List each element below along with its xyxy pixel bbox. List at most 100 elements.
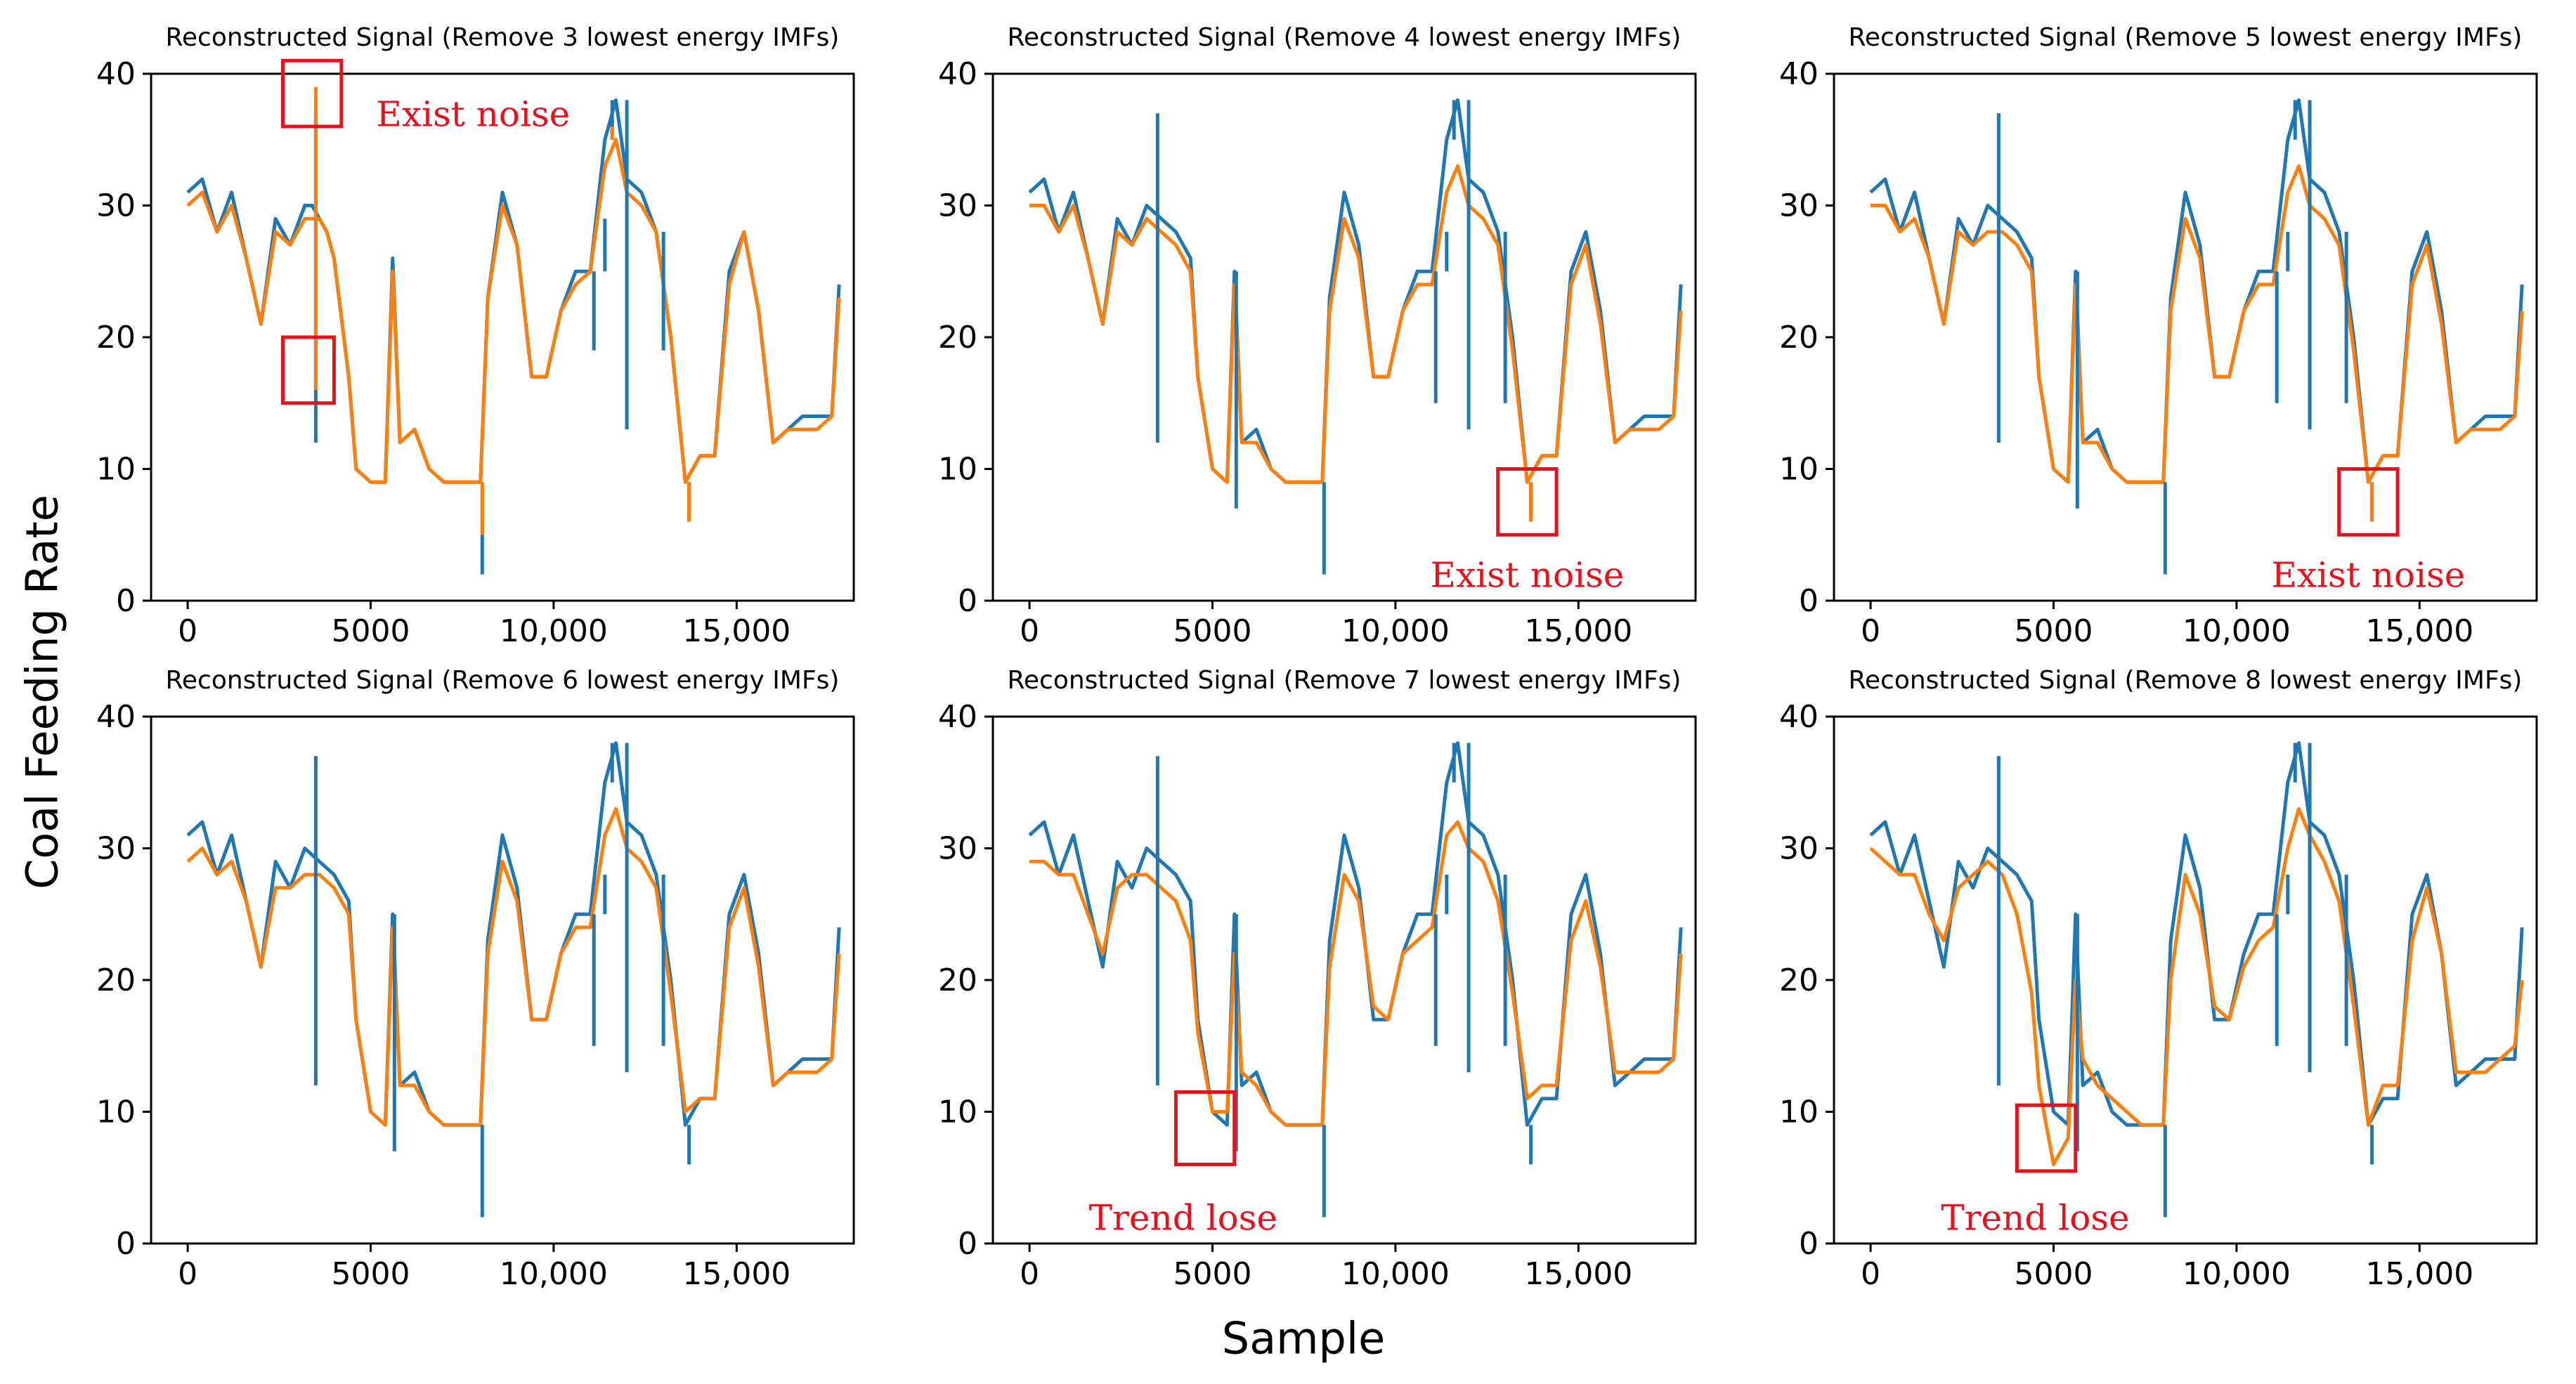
x-tick-label: 0 bbox=[1020, 1256, 1039, 1292]
chart-2: Reconstructed Signal (Remove 4 lowest en… bbox=[938, 23, 1697, 649]
y-tick-label: 40 bbox=[96, 56, 136, 92]
axes-frame bbox=[991, 72, 1697, 602]
series-line-reconstructed bbox=[1869, 807, 2524, 1166]
x-tick-label: 15,000 bbox=[682, 613, 791, 649]
x-tick-label: 10,000 bbox=[500, 613, 608, 649]
annotation-label: Exist noise bbox=[2271, 555, 2465, 596]
plot-area bbox=[186, 86, 841, 575]
y-tick-label: 10 bbox=[938, 452, 977, 488]
y-tick-label: 10 bbox=[938, 1095, 977, 1130]
highlight-box bbox=[281, 335, 336, 405]
y-tick-label: 40 bbox=[96, 699, 136, 735]
y-tick-label: 10 bbox=[96, 1095, 136, 1130]
series-line-original bbox=[1028, 98, 1683, 484]
y-tick-label: 20 bbox=[1779, 320, 1819, 355]
annotation-label: Trend lose bbox=[1089, 1198, 1277, 1239]
y-tick-label: 10 bbox=[1779, 452, 1819, 488]
series-line-reconstructed bbox=[186, 807, 841, 1127]
y-tick-label: 0 bbox=[1799, 583, 1819, 619]
chart-5: Reconstructed Signal (Remove 7 lowest en… bbox=[938, 666, 1697, 1292]
series-line-reconstructed bbox=[1029, 820, 1683, 1127]
x-tick-label: 5000 bbox=[1173, 1256, 1252, 1292]
x-tick-label: 10,000 bbox=[2183, 1256, 2291, 1292]
x-tick-label: 15,000 bbox=[2365, 1256, 2473, 1292]
x-tick-label: 10,000 bbox=[1341, 1256, 1450, 1292]
x-tick-label: 10,000 bbox=[500, 1256, 608, 1292]
chart-title: Reconstructed Signal (Remove 4 lowest en… bbox=[1008, 23, 1681, 52]
plot-area bbox=[186, 741, 841, 1217]
chart-3: Reconstructed Signal (Remove 5 lowest en… bbox=[1779, 23, 2538, 649]
annotation-label: Exist noise bbox=[376, 93, 570, 134]
x-tick-label: 15,000 bbox=[1524, 1256, 1632, 1292]
plot-area bbox=[1028, 98, 1683, 575]
axes-frame bbox=[1833, 715, 2538, 1245]
plot-area bbox=[1869, 98, 2524, 575]
y-tick-label: 40 bbox=[938, 56, 977, 92]
x-tick-label: 0 bbox=[1861, 613, 1880, 649]
series-line-original bbox=[1869, 98, 2524, 484]
series-line-reconstructed bbox=[186, 138, 841, 484]
series-line-original bbox=[1869, 741, 2524, 1127]
x-tick-label: 5000 bbox=[332, 613, 410, 649]
x-tick-label: 0 bbox=[1020, 613, 1039, 649]
figure-ylabel: Coal Feeding Rate bbox=[16, 495, 68, 889]
y-tick-label: 20 bbox=[938, 320, 977, 355]
x-tick-label: 5000 bbox=[332, 1256, 410, 1292]
y-tick-label: 10 bbox=[1779, 1095, 1819, 1130]
x-tick-label: 10,000 bbox=[1341, 613, 1450, 649]
y-tick-label: 0 bbox=[116, 583, 136, 619]
y-tick-label: 20 bbox=[96, 962, 136, 998]
y-tick-label: 10 bbox=[96, 452, 136, 488]
chart-title: Reconstructed Signal (Remove 6 lowest en… bbox=[166, 666, 840, 695]
series-line-original bbox=[186, 741, 841, 1127]
x-tick-label: 5000 bbox=[1173, 613, 1252, 649]
x-tick-label: 15,000 bbox=[682, 1256, 791, 1292]
x-tick-label: 15,000 bbox=[1524, 613, 1632, 649]
axes-frame bbox=[991, 715, 1697, 1245]
chart-1: Reconstructed Signal (Remove 3 lowest en… bbox=[96, 23, 855, 649]
series-line-original bbox=[186, 98, 841, 484]
axes-frame bbox=[1833, 72, 2538, 602]
series-line-original bbox=[1028, 741, 1683, 1127]
y-tick-label: 30 bbox=[1779, 188, 1819, 224]
chart-title: Reconstructed Signal (Remove 5 lowest en… bbox=[1849, 23, 2523, 52]
plot-area bbox=[1869, 741, 2524, 1217]
axes-frame bbox=[150, 715, 855, 1245]
y-tick-label: 0 bbox=[116, 1226, 136, 1262]
y-tick-label: 30 bbox=[938, 831, 977, 867]
x-tick-label: 0 bbox=[1861, 1256, 1880, 1292]
chart-title: Reconstructed Signal (Remove 7 lowest en… bbox=[1008, 666, 1681, 695]
y-tick-label: 20 bbox=[938, 962, 977, 998]
x-tick-label: 0 bbox=[178, 613, 197, 649]
highlight-box bbox=[1173, 1090, 1237, 1166]
highlight-box bbox=[281, 58, 344, 129]
annotation-label: Trend lose bbox=[1941, 1198, 2129, 1239]
axes-frame bbox=[150, 72, 855, 602]
y-tick-label: 40 bbox=[938, 699, 977, 735]
x-tick-label: 5000 bbox=[2015, 613, 2093, 649]
y-tick-label: 30 bbox=[1779, 831, 1819, 867]
y-tick-label: 20 bbox=[1779, 962, 1819, 998]
chart-title: Reconstructed Signal (Remove 8 lowest en… bbox=[1849, 666, 2523, 695]
y-tick-label: 0 bbox=[958, 1226, 977, 1262]
chart-title: Reconstructed Signal (Remove 3 lowest en… bbox=[166, 23, 840, 52]
y-tick-label: 30 bbox=[96, 188, 136, 224]
y-tick-label: 40 bbox=[1779, 699, 1819, 735]
highlight-box bbox=[1496, 467, 1559, 537]
chart-4: Reconstructed Signal (Remove 6 lowest en… bbox=[96, 666, 855, 1292]
y-tick-label: 0 bbox=[1799, 1226, 1819, 1262]
chart-6: Reconstructed Signal (Remove 8 lowest en… bbox=[1779, 666, 2538, 1292]
y-tick-label: 20 bbox=[96, 320, 136, 355]
x-tick-label: 5000 bbox=[2015, 1256, 2093, 1292]
highlight-box bbox=[2337, 467, 2400, 537]
x-tick-label: 10,000 bbox=[2183, 613, 2291, 649]
y-tick-label: 30 bbox=[938, 188, 977, 224]
series-line-reconstructed bbox=[1871, 164, 2524, 484]
y-tick-label: 0 bbox=[958, 583, 977, 619]
x-tick-label: 15,000 bbox=[2365, 613, 2473, 649]
y-tick-label: 40 bbox=[1779, 56, 1819, 92]
x-tick-label: 0 bbox=[178, 1256, 197, 1292]
y-tick-label: 30 bbox=[96, 831, 136, 867]
plot-area bbox=[1028, 741, 1683, 1217]
